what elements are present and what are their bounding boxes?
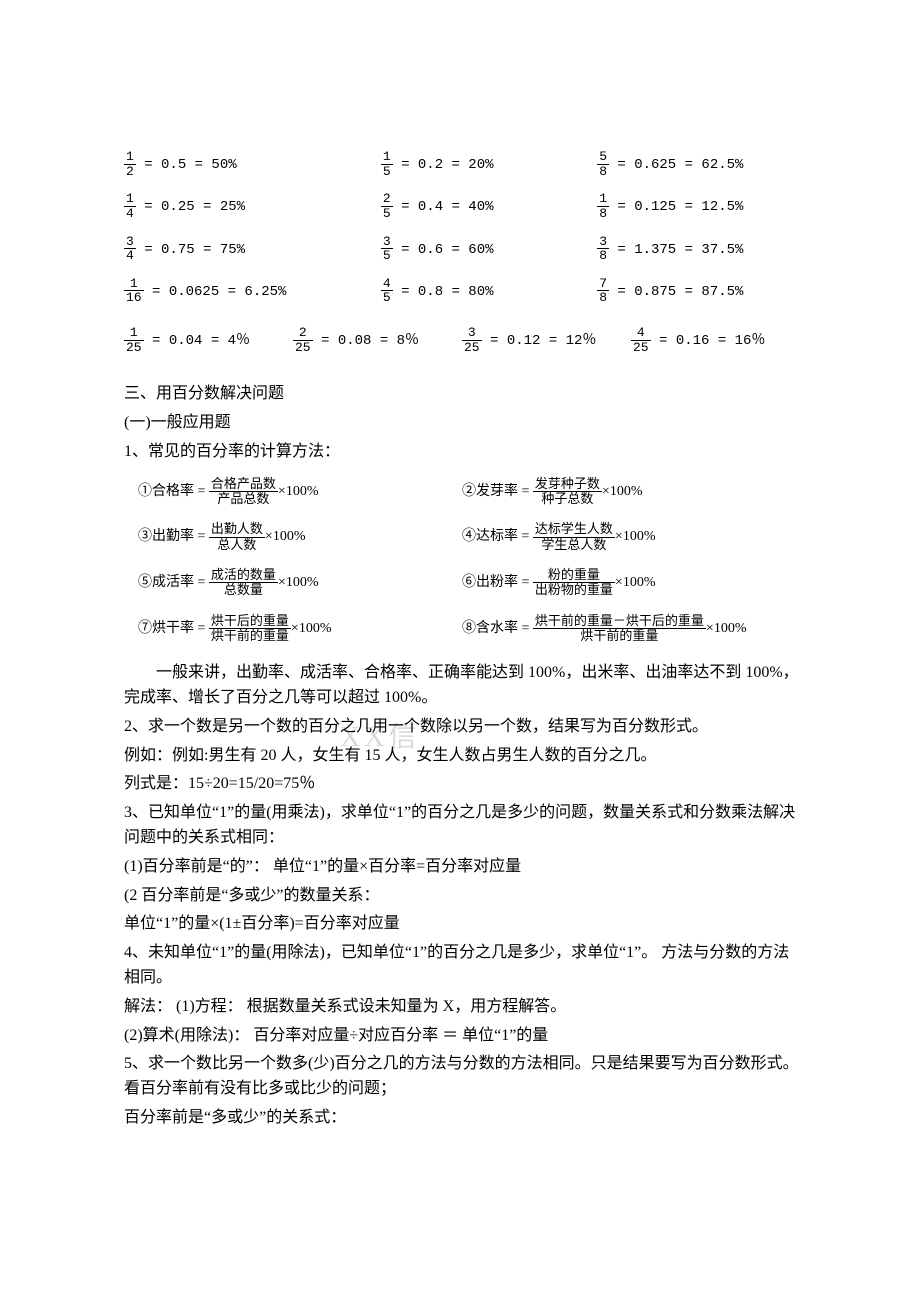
line-4b: 解法： (1)方程： 根据数量关系式设未知量为 X，用方程解答。 [124, 995, 800, 1020]
conversion-table: 12 = 0.5 = 50%15 = 0.2 = 20%58 = 0.625 =… [124, 143, 800, 368]
rate-row: ③出勤率 = 出勤人数总人数×100%④达标率 = 达标学生人数学生总人数×10… [124, 514, 800, 560]
rate-cell: ③出勤率 = 出勤人数总人数×100% [124, 514, 462, 560]
conversion-cell: 425 = 0.16 = 16％ [631, 319, 800, 361]
line-4c: (2)算术(用除法)： 百分率对应量÷对应百分率 ＝ 单位“1”的量 [124, 1024, 800, 1049]
conversion-cell: 116 = 0.0625 = 6.25% [124, 270, 381, 312]
conversion-cell: 15 = 0.2 = 20% [381, 143, 597, 185]
conversion-row: 34 = 0.75 = 75%35 = 0.6 = 60%38 = 1.375 … [124, 228, 800, 270]
conversion-cell: 34 = 0.75 = 75% [124, 228, 381, 270]
rate-row: ⑦烘干率 = 烘干后的重量烘干前的重量×100%⑧含水率 = 烘干前的重量－烘干… [124, 606, 800, 652]
line-3b: (1)百分率前是“的”： 单位“1”的量×百分率=百分率对应量 [124, 855, 800, 880]
rate-cell: ①合格率 = 合格产品数产品总数×100% [124, 469, 462, 515]
line-2b: 例如：例如:男生有 20 人，女生有 15 人，女生人数占男生人数的百分之几。 [124, 744, 800, 769]
rate-cell: ②发芽率 = 发芽种子数种子总数×100% [462, 469, 800, 515]
line-5b: 百分率前是“多或少”的关系式： [124, 1106, 800, 1131]
conversion-cell: 12 = 0.5 = 50% [124, 143, 381, 185]
line-2a: 2、求一个数是另一个数的百分之几用一个数除以另一个数，结果写为百分数形式。 [124, 715, 800, 740]
conversion-cell: 225 = 0.08 = 8％ [293, 319, 462, 361]
conversion-cell: 38 = 1.375 = 37.5% [597, 228, 800, 270]
rate-cell: ⑧含水率 = 烘干前的重量－烘干后的重量烘干前的重量×100% [462, 606, 800, 652]
line-3c: (2 百分率前是“多或少”的数量关系： [124, 884, 800, 909]
line-2c: 列式是：15÷20=15/20=75％ [124, 772, 800, 797]
line-3d: 单位“1”的量×(1±百分率)=百分率对应量 [124, 912, 800, 937]
conversion-cell: 58 = 0.625 = 62.5% [597, 143, 800, 185]
conversion-cell: 18 = 0.125 = 12.5% [597, 185, 800, 227]
conversion-cell: 78 = 0.875 = 87.5% [597, 270, 800, 312]
heading-three-one: (一)一般应用题 [124, 411, 800, 436]
heading-three: 三、用百分数解决问题 [124, 382, 800, 407]
conversion-cell: 35 = 0.6 = 60% [381, 228, 597, 270]
line-1: 1、常见的百分率的计算方法： [124, 440, 800, 465]
rate-formula-table: ①合格率 = 合格产品数产品总数×100%②发芽率 = 发芽种子数种子总数×10… [124, 469, 800, 651]
conversion-cell: 25 = 0.4 = 40% [381, 185, 597, 227]
rate-cell: ⑥出粉率 = 粉的重量出粉物的重量×100% [462, 560, 800, 606]
conversion-row: 12 = 0.5 = 50%15 = 0.2 = 20%58 = 0.625 =… [124, 143, 800, 185]
line-3a: 3、已知单位“1”的量(用乘法)，求单位“1”的百分之几是多少的问题，数量关系式… [124, 801, 800, 851]
line-5a: 5、求一个数比另一个数多(少)百分之几的方法与分数的方法相同。只是结果要写为百分… [124, 1052, 800, 1102]
conversion-cell: 325 = 0.12 = 12％ [462, 319, 631, 361]
conversion-cell: 14 = 0.25 = 25% [124, 185, 381, 227]
conversion-row: 14 = 0.25 = 25%25 = 0.4 = 40%18 = 0.125 … [124, 185, 800, 227]
conversion-cell: 45 = 0.8 = 80% [381, 270, 597, 312]
rate-row: ⑤成活率 = 成活的数量总数量×100%⑥出粉率 = 粉的重量出粉物的重量×10… [124, 560, 800, 606]
conversion-cell: 125 = 0.04 = 4％ [124, 319, 293, 361]
rate-cell: ④达标率 = 达标学生人数学生总人数×100% [462, 514, 800, 560]
conversion-row: 116 = 0.0625 = 6.25%45 = 0.8 = 80%78 = 0… [124, 270, 800, 312]
para-general: 一般来讲，出勤率、成活率、合格率、正确率能达到 100%，出米率、出油率达不到 … [124, 661, 800, 711]
rate-row: ①合格率 = 合格产品数产品总数×100%②发芽率 = 发芽种子数种子总数×10… [124, 469, 800, 515]
conversion-row: 125 = 0.04 = 4％225 = 0.08 = 8％325 = 0.12… [124, 312, 800, 368]
rate-cell: ⑦烘干率 = 烘干后的重量烘干前的重量×100% [124, 606, 462, 652]
rate-cell: ⑤成活率 = 成活的数量总数量×100% [124, 560, 462, 606]
line-4a: 4、未知单位“1”的量(用除法)，已知单位“1”的百分之几是多少，求单位“1”。… [124, 941, 800, 991]
